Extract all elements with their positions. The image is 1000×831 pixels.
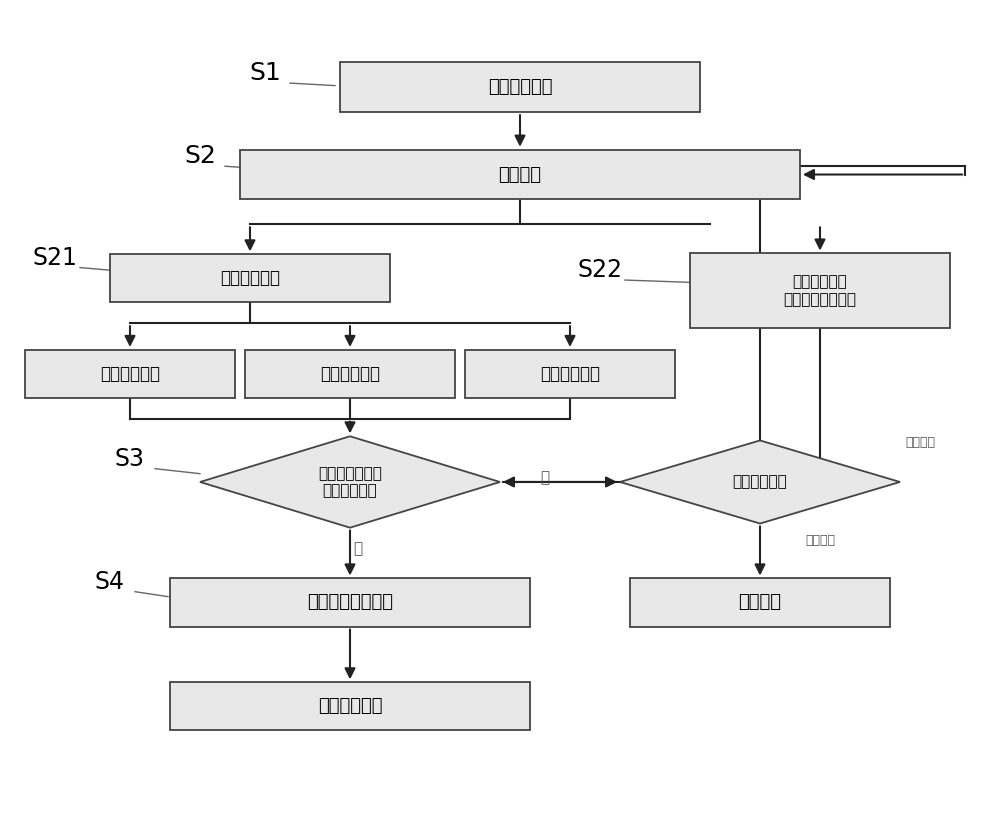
FancyBboxPatch shape bbox=[690, 253, 950, 328]
Text: 制定性能监督策略: 制定性能监督策略 bbox=[307, 593, 393, 612]
Text: S3: S3 bbox=[115, 447, 145, 470]
Text: 完成优化评价: 完成优化评价 bbox=[318, 697, 382, 715]
Text: 取消变更: 取消变更 bbox=[738, 593, 782, 612]
Text: 法规要求分析: 法规要求分析 bbox=[100, 365, 160, 383]
FancyBboxPatch shape bbox=[340, 62, 700, 112]
Text: 安全裕量分析: 安全裕量分析 bbox=[540, 365, 600, 383]
FancyBboxPatch shape bbox=[240, 150, 800, 199]
Polygon shape bbox=[200, 436, 500, 528]
Text: 是: 是 bbox=[353, 541, 363, 556]
Text: 纵深防御分析: 纵深防御分析 bbox=[320, 365, 380, 383]
Text: S21: S21 bbox=[33, 246, 77, 269]
Text: 优化内容调整: 优化内容调整 bbox=[733, 475, 787, 489]
FancyBboxPatch shape bbox=[465, 350, 675, 398]
Text: 是否满足风险指
引型决策原则: 是否满足风险指 引型决策原则 bbox=[318, 466, 382, 498]
FancyBboxPatch shape bbox=[25, 350, 235, 398]
Text: S22: S22 bbox=[578, 258, 622, 282]
Text: 工程分析: 工程分析 bbox=[498, 165, 542, 184]
FancyBboxPatch shape bbox=[110, 254, 390, 302]
FancyBboxPatch shape bbox=[170, 682, 530, 730]
Text: 无法调整: 无法调整 bbox=[805, 534, 835, 547]
FancyBboxPatch shape bbox=[245, 350, 455, 398]
Text: 定量安全分析
（概率安全评价）: 定量安全分析 （概率安全评价） bbox=[784, 275, 856, 307]
FancyBboxPatch shape bbox=[170, 578, 530, 627]
FancyBboxPatch shape bbox=[630, 578, 890, 627]
Polygon shape bbox=[620, 440, 900, 524]
Text: 重新评价: 重新评价 bbox=[905, 435, 935, 449]
Text: S4: S4 bbox=[95, 570, 125, 593]
Text: S2: S2 bbox=[184, 145, 216, 168]
Text: 定性安全分析: 定性安全分析 bbox=[220, 269, 280, 288]
Text: 确定优化目标: 确定优化目标 bbox=[488, 78, 552, 96]
Text: 否: 否 bbox=[540, 470, 550, 485]
Text: S1: S1 bbox=[249, 61, 281, 85]
